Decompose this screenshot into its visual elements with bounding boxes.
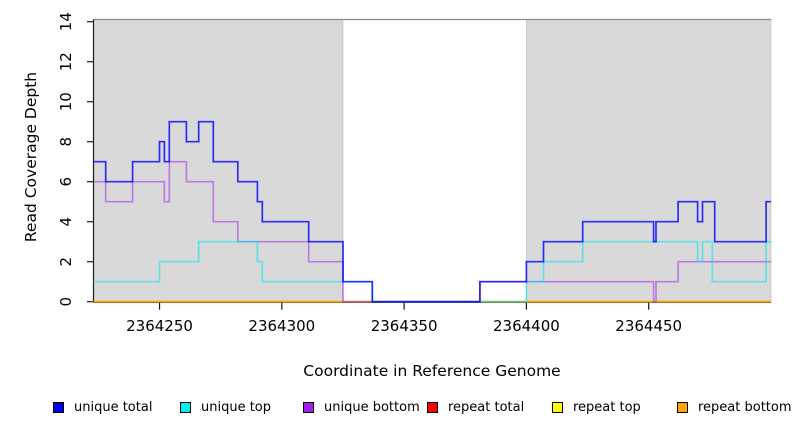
unique-total-line: [93, 120, 771, 303]
y-tick-label: 0: [57, 297, 75, 307]
unique-top-line: [93, 240, 771, 303]
y-tick-label: 14: [57, 12, 75, 31]
x-tick-label: 2364300: [248, 317, 315, 335]
unique-bottom-line: [93, 160, 771, 303]
y-tick-label: 6: [57, 177, 75, 187]
x-tick-label: 2364450: [615, 317, 682, 335]
y-tick-label: 2: [57, 257, 75, 267]
y-axis-title: Read Coverage Depth: [22, 71, 40, 243]
shaded-region: [526, 19, 772, 303]
x-axis-title: Coordinate in Reference Genome: [303, 362, 561, 380]
y-tick-label: 10: [57, 92, 75, 111]
x-tick-label: 2364400: [493, 317, 560, 335]
y-tick-label: 12: [57, 52, 75, 71]
x-tick-label: 2364250: [126, 317, 193, 335]
x-tick-label: 2364350: [371, 317, 438, 335]
y-tick-label: 4: [57, 217, 75, 227]
y-tick-label: 8: [57, 137, 75, 147]
